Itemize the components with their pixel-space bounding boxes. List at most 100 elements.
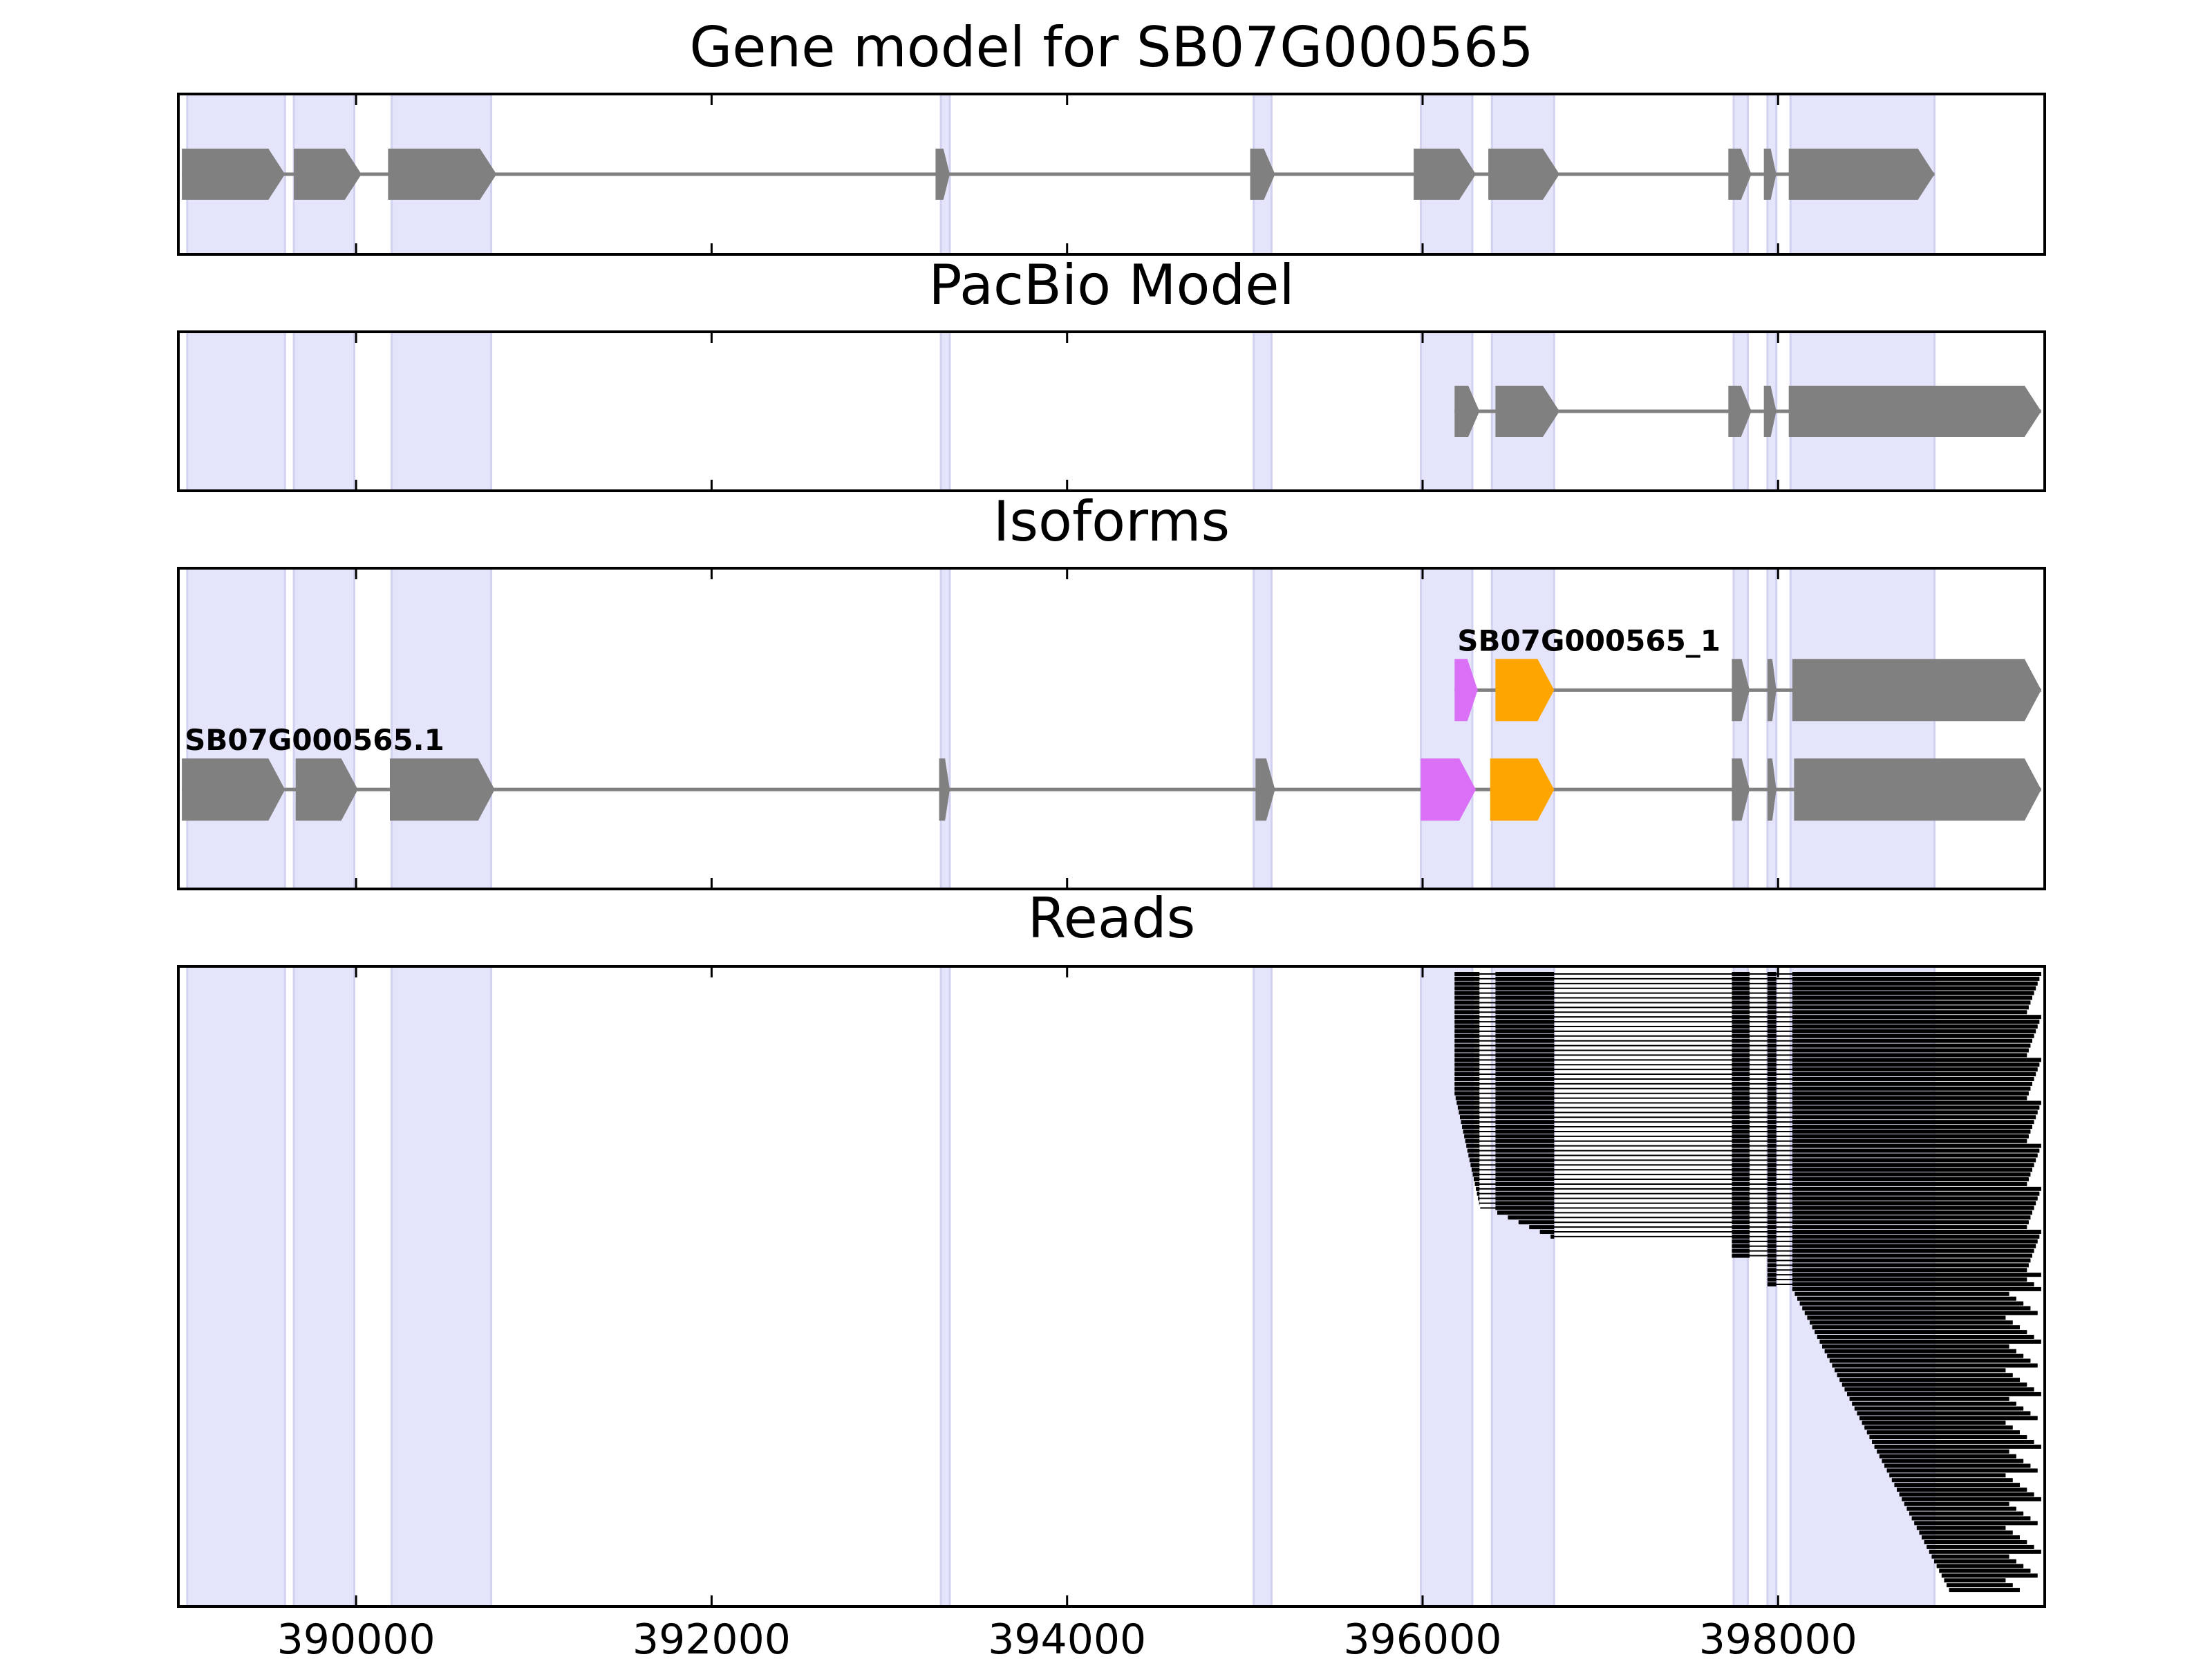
- read-block: [1882, 1459, 2024, 1463]
- read-block: [1767, 1138, 1777, 1143]
- highlight-region: [1766, 567, 1778, 890]
- read-block: [1792, 1120, 2034, 1125]
- read-block: [1792, 1029, 2036, 1033]
- read-block: [1792, 1020, 2040, 1024]
- read: [1886, 1468, 2038, 1473]
- read-block: [1454, 991, 1480, 995]
- panel-title: PacBio Model: [928, 253, 1294, 317]
- read-block: [1829, 1358, 2031, 1363]
- read-block: [1767, 1072, 1777, 1077]
- read-block: [1792, 1268, 2027, 1273]
- read: [1454, 1000, 2031, 1005]
- read-block: [1463, 1129, 1480, 1134]
- highlight-region: [939, 965, 951, 1608]
- read: [1847, 1391, 2041, 1396]
- read-block: [1732, 1196, 1750, 1201]
- read: [1497, 1210, 2032, 1215]
- read-block: [1518, 1220, 1555, 1225]
- read-block: [1810, 1320, 2013, 1325]
- read-block: [1792, 1067, 2038, 1072]
- panel-frame: [177, 965, 2046, 1608]
- read-block: [1767, 1048, 1777, 1053]
- read-block: [1462, 1125, 1480, 1130]
- read-block: [1767, 1020, 1777, 1024]
- read: [1454, 1076, 2034, 1081]
- read-block: [1732, 1043, 1750, 1048]
- read-block: [1732, 1138, 1750, 1143]
- read-block: [1891, 1478, 2013, 1483]
- read-block: [1495, 1148, 1555, 1153]
- read: [1869, 1435, 2027, 1440]
- read-block: [1792, 1000, 2031, 1005]
- exon: [388, 149, 497, 200]
- read: [1824, 1349, 2016, 1353]
- read: [1906, 1506, 2016, 1511]
- read-block: [1767, 1258, 1777, 1263]
- read: [1924, 1540, 2027, 1545]
- exon: [1414, 149, 1477, 200]
- read-block: [1454, 1043, 1480, 1048]
- read-block: [1767, 1096, 1777, 1100]
- read-block: [1899, 1492, 2034, 1497]
- read-block: [1732, 1134, 1750, 1138]
- read: [1911, 1516, 2031, 1521]
- highlight-region: [391, 965, 493, 1608]
- read: [1904, 1501, 2009, 1506]
- read-block: [1732, 1105, 1750, 1110]
- read: [1456, 1100, 2041, 1105]
- read: [1454, 1072, 2036, 1077]
- read-block: [1732, 1125, 1750, 1130]
- read-block: [1767, 986, 1777, 991]
- read-block: [1792, 1024, 2038, 1029]
- highlight-region: [1253, 567, 1273, 890]
- read-block: [1794, 1291, 2009, 1296]
- panels-layer: Gene model for SB07G000565 PacBio Model Is…: [177, 15, 2046, 1659]
- read-block: [1495, 1086, 1555, 1091]
- read: [1454, 1067, 2038, 1072]
- read: [1454, 1091, 2029, 1096]
- read: [1732, 1239, 2038, 1244]
- read-block: [1802, 1306, 2031, 1311]
- read: [1884, 1463, 2031, 1468]
- read-block: [1792, 1081, 2032, 1086]
- read-block: [1792, 1143, 2041, 1148]
- read-block: [1495, 1134, 1555, 1138]
- read-block: [1454, 1067, 1480, 1072]
- read-block: [1792, 1086, 2031, 1091]
- highlight-region: [1490, 567, 1555, 890]
- read: [1914, 1521, 2038, 1526]
- read: [1539, 1230, 2041, 1235]
- exon: [294, 149, 362, 200]
- read-block: [1497, 1210, 1555, 1215]
- read: [1732, 1253, 2032, 1258]
- read: [1461, 1120, 2034, 1125]
- read: [1474, 1177, 2029, 1182]
- read-block: [1822, 1344, 2009, 1349]
- read-block: [1919, 1530, 2013, 1535]
- read-block: [1495, 1168, 1555, 1172]
- read-block: [1732, 1220, 1750, 1225]
- read-block: [1467, 1148, 1480, 1153]
- read-block: [1495, 1010, 1555, 1015]
- read-block: [1732, 1201, 1750, 1206]
- read-block: [1792, 1096, 2027, 1100]
- read-block: [1454, 1053, 1480, 1058]
- read-block: [1495, 1177, 1555, 1182]
- read-block: [1767, 1148, 1777, 1153]
- read-block: [1767, 995, 1777, 1000]
- read-block: [1792, 1186, 2041, 1191]
- read-block: [1792, 1220, 2029, 1225]
- read-block: [1767, 1058, 1777, 1062]
- read-block: [1732, 1005, 1750, 1010]
- read: [1799, 1301, 2024, 1306]
- read: [1454, 1058, 2041, 1062]
- read-block: [1495, 1158, 1555, 1163]
- exon: [1421, 758, 1477, 821]
- read: [1802, 1306, 2031, 1311]
- read-block: [1732, 1038, 1750, 1043]
- exon: [1794, 758, 2041, 821]
- read-block: [1837, 1373, 2013, 1378]
- panel-title: Gene model for SB07G000565: [689, 15, 1533, 79]
- read: [1454, 1033, 2034, 1038]
